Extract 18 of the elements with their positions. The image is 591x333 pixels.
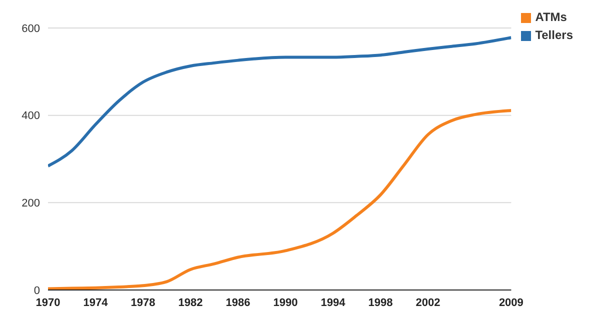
line-series	[48, 36, 512, 168]
x-tick-label: 1998	[368, 296, 393, 309]
y-tick-label: 600	[22, 22, 40, 35]
x-tick-label: 1990	[273, 296, 298, 309]
y-tick-label: 400	[22, 110, 40, 122]
x-tick-label: 1974	[83, 296, 109, 309]
legend-label: ATMs	[535, 10, 567, 24]
x-tick-label: 1982	[178, 296, 203, 309]
x-tick-label: 1986	[226, 296, 250, 309]
x-tick-label: 1994	[320, 296, 346, 309]
y-tick-label: 200	[22, 198, 40, 210]
legend-label: Tellers	[535, 28, 573, 42]
x-tick-label: 2002	[416, 296, 440, 309]
x-tick-label: 2009	[498, 296, 524, 309]
line-series	[48, 109, 512, 290]
x-tick-label: 1970	[36, 296, 60, 309]
x-tick-label: 1978	[130, 296, 156, 309]
y-tick-label: 0	[34, 284, 40, 297]
